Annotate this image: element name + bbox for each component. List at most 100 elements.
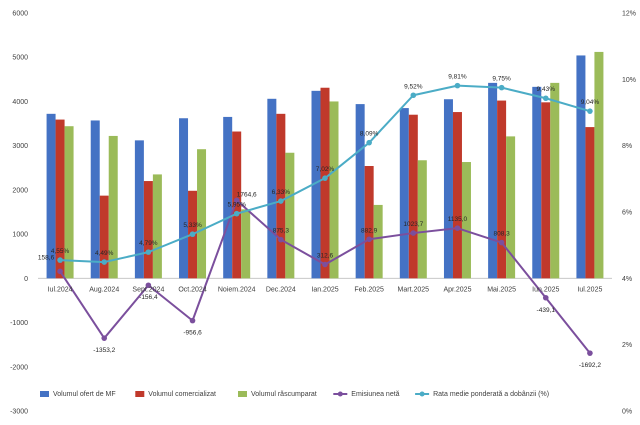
legend-label: Volumul comercializat	[148, 391, 216, 398]
bar	[585, 127, 595, 279]
bar	[550, 82, 560, 279]
data-label: 312,6	[317, 253, 334, 260]
data-label: 9,43%	[537, 86, 556, 93]
series-point	[322, 175, 328, 181]
left-axis-tick: 1000	[12, 232, 28, 239]
bar	[143, 181, 153, 279]
left-axis-tick: 4000	[12, 99, 28, 106]
series-point	[587, 350, 593, 356]
category-label: Iul.2024	[48, 286, 73, 293]
data-labels: 158,6 -1353,2 -156,4 -956,6 1764,6 875,3 312,6…	[38, 74, 601, 370]
series-point	[322, 261, 328, 268]
bar	[594, 51, 604, 279]
legend-label: Emisiunea netă	[351, 391, 399, 398]
data-label: 5,95%	[227, 202, 246, 209]
data-label: 6,33%	[272, 189, 291, 196]
series-point	[454, 82, 461, 89]
bar	[364, 166, 374, 279]
left-axis-tick: -2000	[10, 364, 28, 371]
bar	[532, 86, 542, 279]
bars	[46, 51, 604, 279]
series-point	[366, 139, 372, 146]
data-label: 4,49%	[95, 250, 114, 257]
right-axis-tick: 12%	[622, 11, 636, 18]
bar	[99, 195, 109, 279]
legend-marker	[419, 391, 425, 397]
right-axis-tick: 2%	[622, 342, 632, 349]
legend-label: Volumul răscumparat	[251, 391, 317, 398]
data-label: 4,55%	[51, 248, 70, 255]
legend-label: Volumul ofert de MF	[53, 391, 116, 398]
left-axis-tick: 6000	[12, 11, 28, 18]
bar	[497, 100, 507, 279]
data-label: 808,3	[493, 231, 510, 238]
right-axis-tick: 6%	[622, 210, 632, 217]
data-label: 1023,7	[403, 221, 423, 228]
category-label: Iul.2025	[577, 286, 602, 293]
category-label: Apr.2025	[443, 286, 471, 293]
left-axis-tick: -3000	[10, 409, 28, 416]
series-point	[410, 92, 417, 99]
bar	[576, 55, 586, 279]
legend-swatch	[135, 391, 145, 397]
bar	[197, 149, 207, 279]
bar	[285, 152, 295, 279]
series-point	[278, 198, 284, 204]
bar	[443, 99, 453, 279]
bar	[461, 162, 471, 279]
legend-swatch	[40, 391, 49, 397]
legend-swatch	[238, 391, 247, 397]
bar	[355, 104, 365, 279]
data-label: -439,1	[537, 307, 556, 314]
bar	[223, 116, 233, 279]
left-axis-tick: 0	[24, 276, 28, 283]
bar	[276, 113, 286, 279]
series-point	[57, 268, 63, 275]
bar	[232, 131, 242, 279]
bar	[452, 112, 462, 279]
data-label: -956,6	[183, 330, 202, 337]
series-point	[233, 197, 240, 204]
data-label: 875,3	[273, 228, 290, 235]
bar	[134, 140, 144, 279]
data-label: 1764,6	[237, 191, 257, 198]
series-point	[366, 236, 372, 243]
bar	[329, 101, 339, 279]
right-axis: 0% 2% 4% 6% 8% 10% 12%	[622, 11, 636, 416]
data-label: 1135,0	[448, 216, 468, 223]
data-label: 158,6	[38, 254, 55, 261]
left-axis-tick: 5000	[12, 55, 28, 62]
right-axis-tick: 4%	[622, 276, 632, 283]
lines	[57, 82, 593, 356]
bar	[55, 119, 65, 279]
category-label: Oct.2024	[178, 286, 207, 293]
bar	[417, 160, 427, 279]
data-label: -1692,2	[579, 362, 601, 369]
series-point	[587, 108, 593, 114]
series-point	[57, 257, 63, 263]
series-point	[498, 84, 505, 91]
left-axis-tick: -1000	[10, 320, 28, 327]
legend: Volumul ofert de MF Volumul comercializat…	[40, 391, 549, 398]
bar	[320, 87, 330, 279]
data-label: 882,9	[361, 227, 378, 234]
data-label: 5,33%	[183, 222, 202, 229]
series-point	[189, 317, 196, 324]
series-point	[145, 249, 152, 255]
data-label: -156,4	[139, 294, 158, 301]
series-point	[454, 225, 461, 231]
category-label: Iun.2025	[532, 286, 559, 293]
left-axis-tick: 3000	[12, 143, 28, 150]
series-point	[101, 335, 108, 341]
series-point	[189, 231, 196, 238]
bar	[64, 126, 74, 279]
bar	[46, 113, 56, 279]
bar	[541, 102, 551, 279]
series-point	[233, 210, 240, 217]
bar	[108, 135, 118, 279]
series-point	[498, 239, 505, 246]
data-label: 9,04%	[581, 99, 600, 106]
series-point	[542, 95, 549, 102]
right-axis-tick: 8%	[622, 143, 632, 150]
category-label: Mart.2025	[398, 286, 430, 293]
